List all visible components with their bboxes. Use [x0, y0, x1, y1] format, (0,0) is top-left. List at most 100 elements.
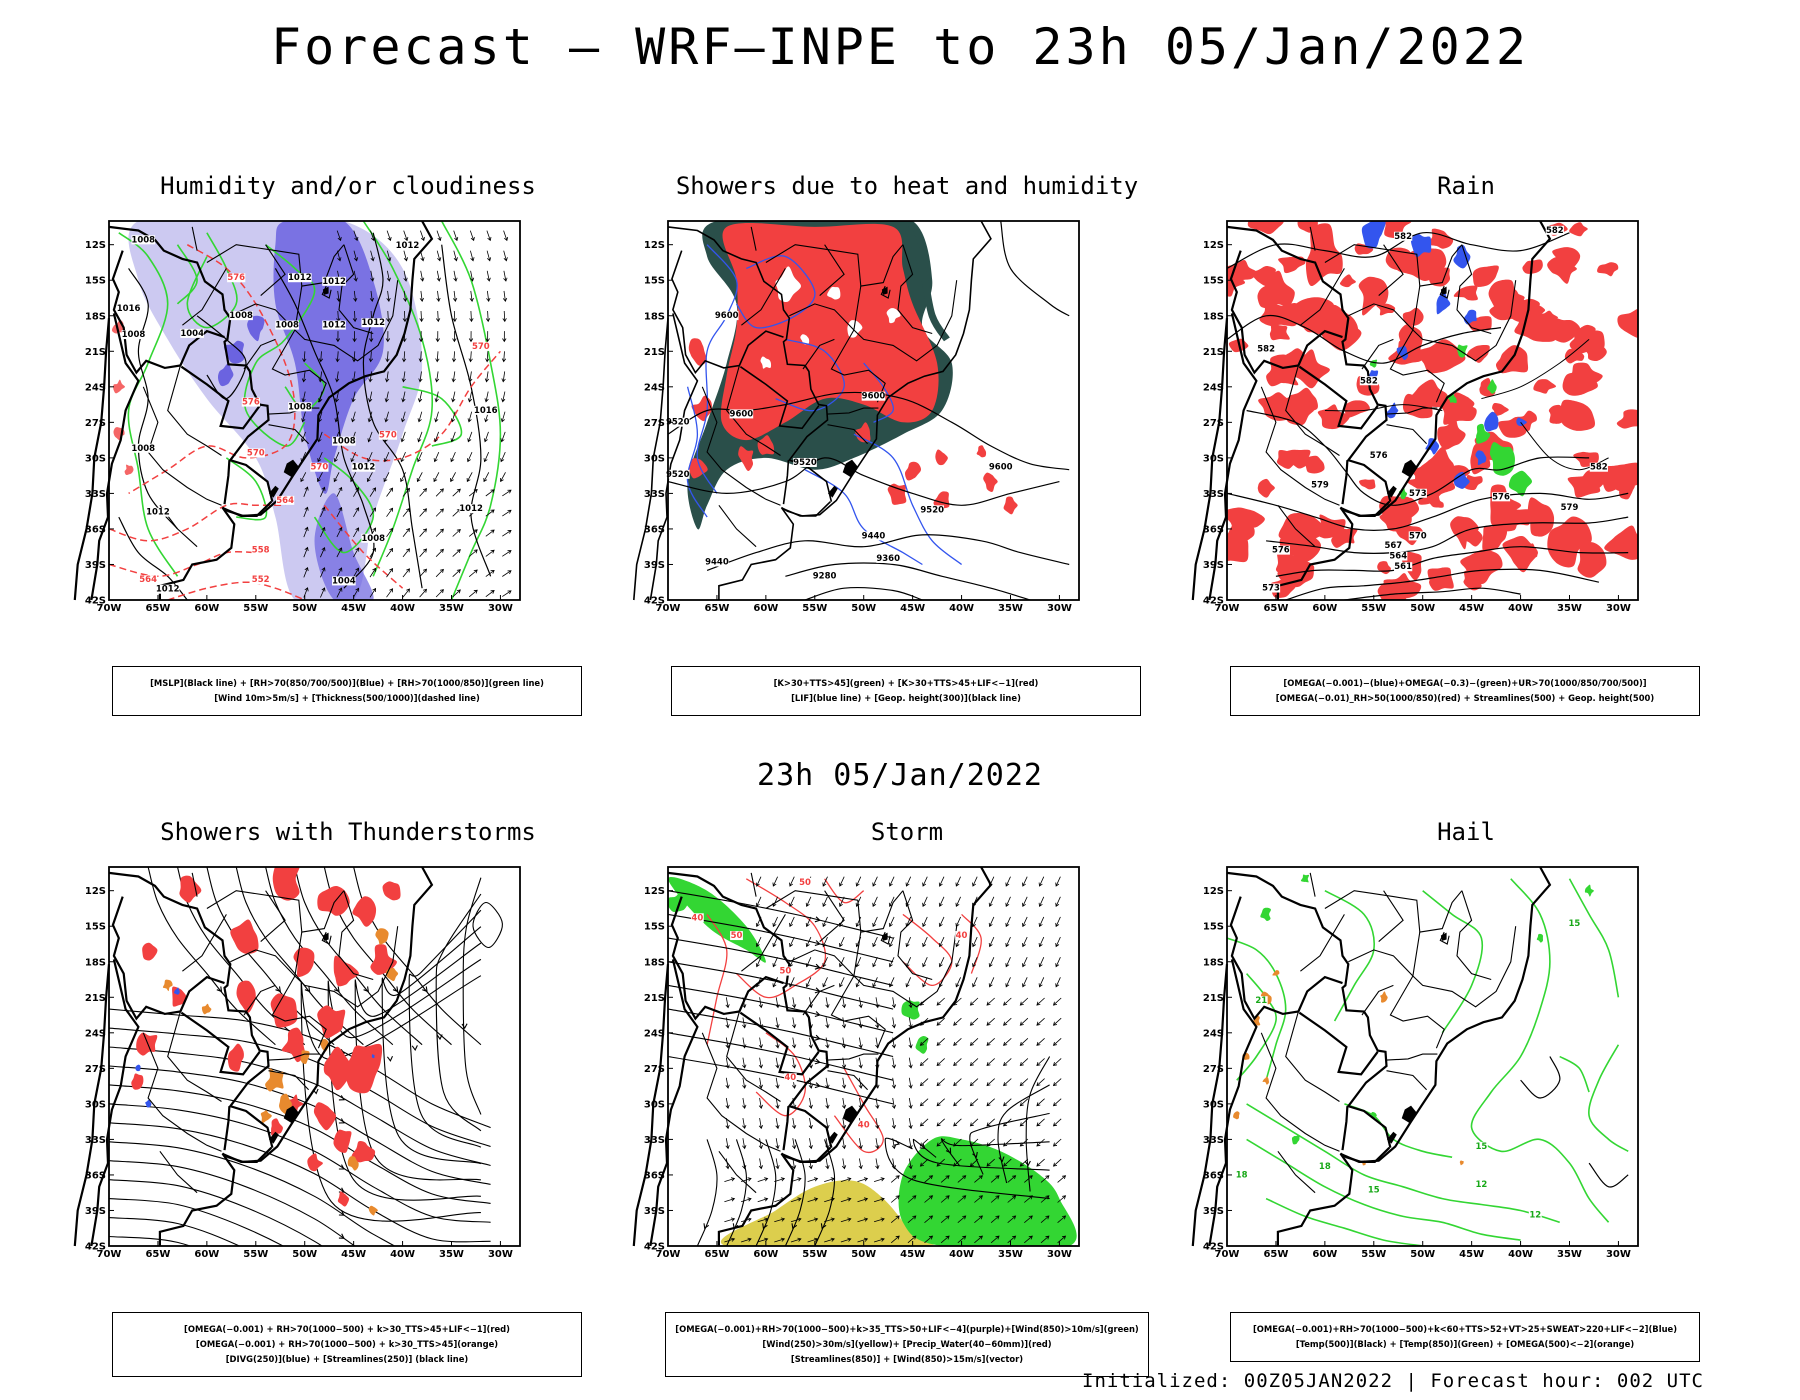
state-border: [830, 286, 886, 403]
contour-label-bg: [322, 320, 346, 330]
wind-10m-arrow: [353, 270, 358, 282]
wind-850-vector: [907, 1195, 917, 1203]
wind-10m-arrow: [335, 371, 340, 383]
wind-10m-arrow: [385, 351, 390, 363]
wind-10m-arrow: [500, 431, 506, 443]
wind-850-vector: [775, 1158, 780, 1170]
wind-850-vector: [775, 1118, 780, 1130]
wind-10m-arrow: [485, 569, 495, 577]
contour-label-bg: [1261, 583, 1281, 593]
rain-red-area: [1227, 260, 1257, 282]
wind-850-vector: [919, 1078, 929, 1087]
rh-mid-levels-dark: [247, 315, 265, 342]
wind-850-vector: [888, 957, 895, 968]
contour-label-bg: [1408, 531, 1427, 541]
y-tick-label: 30S: [85, 453, 106, 464]
wind-850-vector: [936, 1118, 945, 1127]
wind-850-vector: [940, 1215, 950, 1224]
rain-red-area: [1379, 495, 1420, 528]
streamline-250-arrow: [363, 986, 369, 993]
thunder-red-area: [317, 885, 350, 916]
wind-10m-arrow: [420, 270, 425, 282]
state-border: [1285, 365, 1340, 456]
wind-850-vector: [1003, 1098, 1012, 1107]
y-tick-label: 42S: [1203, 1242, 1224, 1253]
contour-label: 9600: [862, 392, 886, 402]
state-border: [142, 386, 222, 506]
wind-10m-arrow: [370, 270, 375, 282]
wind-850-vector: [1040, 1215, 1050, 1224]
wind-10m-arrow: [418, 331, 424, 343]
y-tick-label: 18S: [1203, 311, 1224, 322]
y-tick-label: 18S: [644, 311, 665, 322]
mslp-isobar: [362, 232, 423, 589]
wind-850-vector: [792, 1057, 797, 1069]
country-border: [1208, 313, 1258, 601]
x-tick-label: 70W: [1215, 1249, 1240, 1260]
state-border: [206, 890, 345, 933]
wind-850-vector: [742, 1017, 747, 1029]
y-tick-label: 18S: [644, 957, 665, 968]
wind-850-vector: [858, 997, 863, 1009]
rh-mid-levels-dark: [217, 363, 234, 387]
wind-10m-arrow: [433, 451, 440, 463]
wind-850-vector: [1003, 1118, 1012, 1127]
state-border: [1300, 268, 1345, 326]
wind-10m-arrow: [386, 230, 392, 242]
contour-label: 1008: [332, 437, 356, 447]
map-hail: 15 21 18 15 18 12 15 12 70W 65W 60W 55W 50W 45W 40W 35W…: [1191, 866, 1639, 1260]
wind-10m-arrow: [402, 548, 410, 558]
country-border: [111, 896, 225, 1021]
wind-850-vector: [775, 1077, 780, 1089]
wind-10m-arrow: [435, 589, 444, 598]
thunder-red-area: [307, 1153, 323, 1172]
wind-10m-arrow: [502, 590, 512, 597]
contour-label-bg: [1560, 502, 1579, 512]
state-border: [159, 1150, 198, 1194]
contour-label-bg: [812, 571, 837, 581]
map-frame: [1226, 866, 1639, 1247]
wind-850-vector: [724, 1197, 736, 1203]
thunder-red-area: [352, 896, 377, 927]
rain-red-area: [1453, 285, 1478, 301]
wind-10m-arrow: [369, 487, 377, 497]
lagoon: [881, 932, 888, 941]
wind-10m-arrow: [368, 351, 374, 363]
y-tick-label: 42S: [85, 596, 106, 607]
streamline-250-arrow: [304, 986, 311, 993]
wind-850-vector: [872, 916, 878, 928]
omega-blue-area: [1361, 221, 1386, 249]
wind-10m-arrow: [486, 290, 491, 302]
wind-850-vector: [724, 1217, 736, 1223]
wind-10m-arrow: [433, 472, 440, 483]
uruguay-coast: [783, 1146, 832, 1163]
state-border: [191, 226, 198, 251]
contour-label: 1008: [288, 402, 312, 412]
wind-850-vector: [1024, 1215, 1033, 1224]
wind-850-vector: [822, 957, 828, 968]
coastline-west: [1191, 318, 1229, 601]
wind-10m-arrow: [483, 431, 489, 443]
thunder-red-area: [271, 1118, 283, 1136]
contour-label-bg: [1254, 996, 1268, 1006]
wind-850-vector: [986, 1078, 995, 1087]
showers-red-area: [757, 435, 775, 455]
lagoon: [268, 1131, 279, 1144]
wind-10m-arrow: [434, 371, 440, 383]
y-tick-label: 21S: [85, 993, 106, 1004]
state-border: [1309, 872, 1316, 897]
geop-height-contour: [668, 457, 1060, 506]
contour-label-bg: [351, 462, 376, 472]
contour-label-bg: [714, 311, 739, 321]
wind-850-vector: [1003, 1058, 1012, 1067]
wind-850-vector: [986, 1118, 995, 1127]
streamline-850-arrow: [762, 1223, 768, 1230]
thunder-orange-area: [368, 1205, 378, 1216]
country-border: [649, 959, 699, 1247]
wind-850-vector: [969, 1138, 979, 1147]
contour-label: 15: [1568, 919, 1580, 929]
rain-red-area: [1305, 223, 1343, 287]
streamline-850: [784, 1139, 806, 1246]
contour-label-bg: [857, 1120, 871, 1130]
wind-850-vector: [1038, 916, 1045, 928]
